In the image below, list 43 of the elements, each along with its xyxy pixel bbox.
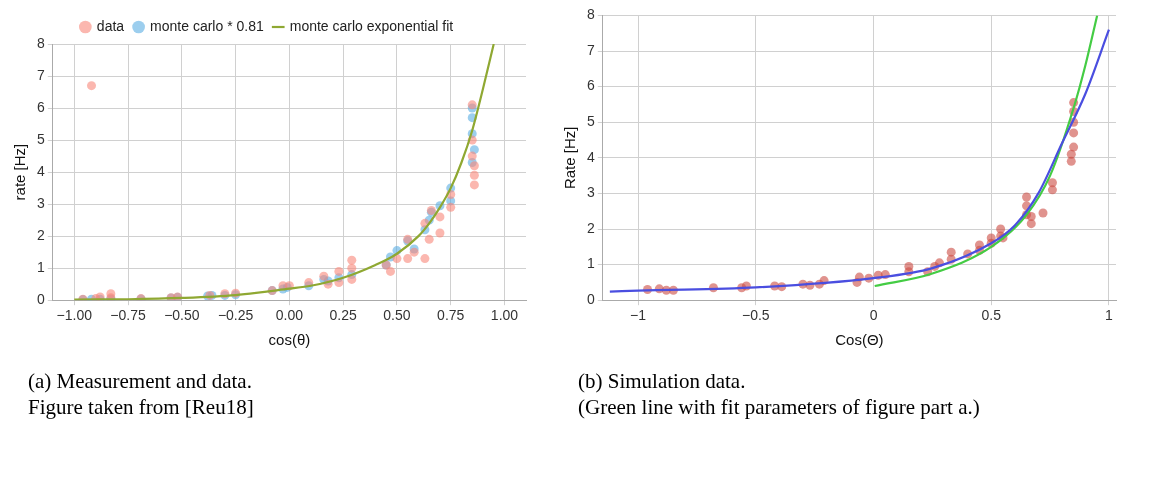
y-tick-label: 6: [36, 98, 45, 115]
x-tick-label: 0.5: [981, 307, 1002, 324]
x-axis-title: cos(θ): [268, 331, 311, 349]
y-tick-label: 4: [586, 148, 595, 165]
y-tick-label: 3: [586, 184, 595, 201]
text: Figure taken from [Reu18]: [28, 394, 255, 420]
y-tick-label: 7: [36, 66, 45, 83]
x-tick-label: −0.75: [110, 307, 146, 324]
x-axis-title: Cos(Θ): [835, 331, 884, 349]
text: (b) Simulation data.: [578, 368, 747, 394]
legend-label: monte carlo exponential fit: [289, 17, 454, 34]
y-tick-label: 7: [586, 41, 595, 58]
x-tick-label: 1: [1105, 307, 1114, 324]
y-tick-label: 0: [586, 291, 595, 308]
legend-label: monte carlo * 0.81: [150, 17, 264, 34]
text: (a) Measurement and data.: [28, 368, 253, 394]
x-tick-label: −0.50: [164, 307, 200, 324]
y-axis-title: rate [Hz]: [11, 143, 29, 201]
y-tick-label: 1: [36, 259, 45, 276]
x-tick-label: 0.75: [437, 307, 465, 324]
x-tick-label: 0: [869, 307, 878, 324]
x-tick-label: −1: [630, 307, 647, 324]
y-axis-title: Rate [Hz]: [561, 126, 579, 190]
text: (Green line with fit parameters of figure part a.): [578, 394, 981, 420]
x-tick-label: −0.25: [217, 307, 254, 324]
y-tick-label: 3: [36, 194, 45, 211]
y-tick-label: 5: [586, 113, 595, 130]
x-tick-label: 0.00: [275, 307, 304, 324]
x-tick-label: 0.50: [383, 307, 411, 324]
x-tick-label: −0.5: [741, 307, 770, 324]
legend-label: data: [96, 17, 125, 34]
x-tick-label: 0.25: [329, 307, 357, 324]
y-tick-label: 1: [586, 255, 595, 272]
y-tick-label: 8: [586, 6, 595, 23]
y-tick-label: 4: [36, 162, 45, 179]
y-tick-label: 8: [36, 34, 45, 51]
y-tick-label: 0: [36, 291, 45, 308]
x-tick-label: −1.00: [56, 307, 93, 324]
y-tick-label: 6: [586, 77, 595, 94]
y-tick-label: 2: [586, 219, 595, 236]
y-tick-label: 2: [36, 227, 45, 244]
y-tick-label: 5: [36, 130, 45, 147]
x-tick-label: 1.00: [490, 307, 519, 324]
